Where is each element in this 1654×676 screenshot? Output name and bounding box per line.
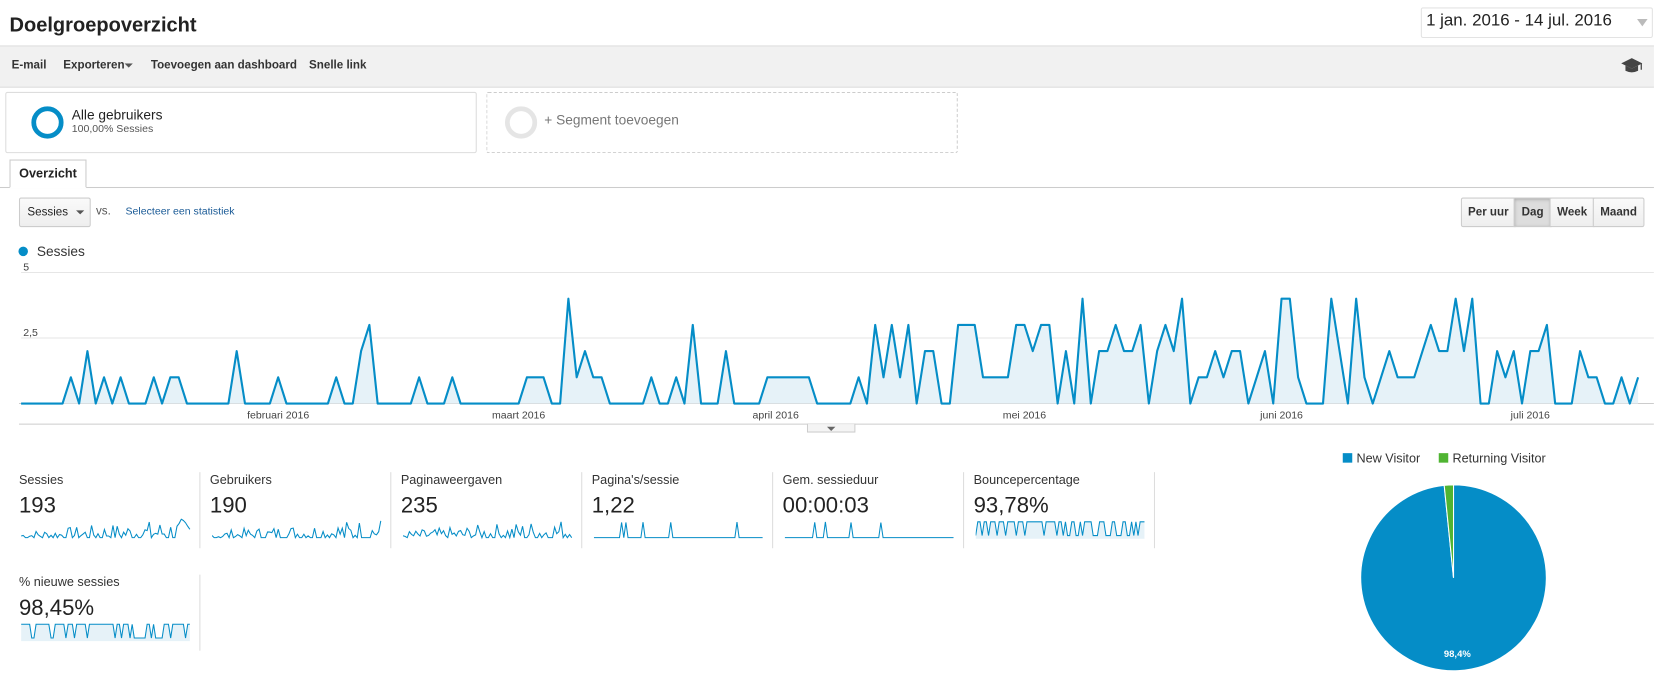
date-range: 1 jan. 2016 - 14 jul. 2016	[1426, 11, 1612, 30]
metric-separator	[581, 472, 583, 549]
sparkline-line	[402, 521, 573, 540]
sparkline	[402, 521, 573, 540]
sparkline-line	[975, 521, 1145, 537]
sparkline-line	[21, 518, 191, 540]
tab-border	[0, 186, 1654, 189]
segment-ring	[504, 106, 538, 139]
add-segment-card[interactable]: + Segment toevoegen	[486, 91, 958, 154]
add-segment: + Segment toevoegen	[544, 111, 679, 128]
sparkline-line	[593, 522, 763, 539]
metric-label: % nieuwe sessies	[18, 574, 120, 590]
legend-dot	[18, 246, 28, 257]
x-tick-label: juni 2016	[1259, 409, 1303, 421]
sparkline-line	[784, 521, 954, 539]
metric-separator	[1153, 472, 1156, 549]
visitor-pie: New Visitor Returning Visitor 98,4%	[1342, 452, 1547, 672]
metric-separator	[772, 472, 774, 549]
legend-label: New Visitor	[1356, 452, 1420, 466]
metric: Paginaweergaven 235	[400, 472, 583, 549]
interval-button[interactable]: Per uur	[1460, 197, 1516, 228]
area	[21, 298, 1639, 404]
page-title: Doelgroepoverzicht	[9, 14, 197, 37]
metric-separator	[963, 472, 965, 549]
interval-button[interactable]: Maand	[1592, 197, 1645, 228]
sparkline	[21, 623, 190, 642]
y-tick-label: 5	[23, 261, 29, 273]
x-tick-label: maart 2016	[492, 409, 545, 421]
sparkline-area	[975, 521, 1145, 539]
toolbar-button[interactable]: Toevoegen aan dashboard	[150, 59, 297, 72]
metric-value: 190	[209, 493, 247, 518]
metric: Gebruikers 190	[209, 472, 392, 549]
legend-swatch	[1342, 453, 1353, 463]
caret	[75, 210, 85, 215]
pie-label: 98,4%	[1444, 649, 1471, 660]
metric-value: 00:00:03	[782, 493, 869, 518]
metric: Pagina's/sessie 1,22	[591, 472, 774, 549]
toolbar: E-mail Exporteren Toevoegen aan dashboar…	[0, 45, 1654, 88]
sparkline-area	[21, 624, 190, 642]
segment-name: Alle gebruikers	[71, 106, 163, 123]
metric-label: Sessies	[18, 472, 64, 487]
sessions-chart: Sessies 2,5 5 februari 2016 maart 2016 april …	[18, 244, 1654, 425]
segment-card[interactable]: Alle gebruikers 100,00% Sessies	[5, 91, 477, 154]
segment-detail: 100,00% Sessies	[71, 123, 154, 136]
sparkline	[975, 521, 1145, 539]
toolbar-button[interactable]: E-mail	[11, 59, 47, 72]
metric-label: Bouncepercentage	[973, 472, 1080, 487]
metric-label: Gem. sessieduur	[782, 472, 879, 487]
metric-separator	[390, 472, 392, 549]
segment-ring	[31, 106, 64, 139]
metric-label: Pagina's/sessie	[591, 472, 680, 487]
sparkline	[21, 518, 191, 540]
metric-value: 235	[400, 493, 438, 518]
metric: Bouncepercentage 93,78%	[973, 472, 1156, 549]
sparkline-line	[212, 520, 382, 540]
metric-selected: Sessies	[27, 205, 69, 219]
metric-label: Paginaweergaven	[400, 472, 503, 487]
sparkline	[784, 521, 954, 539]
sparkline	[212, 520, 382, 540]
dropdown-caret	[1637, 19, 1648, 27]
date-range-picker[interactable]: 1 jan. 2016 - 14 jul. 2016	[1420, 7, 1653, 39]
metric-dropdown[interactable]: Sessies	[18, 197, 91, 228]
pie-slice	[1443, 484, 1455, 578]
metric-label: Gebruikers	[209, 472, 272, 487]
compare-link[interactable]: Selecteer een statistiek	[125, 205, 235, 218]
interval-button[interactable]: Week	[1549, 197, 1595, 228]
metric-separator	[199, 472, 201, 549]
interval-button[interactable]: Dag	[1513, 197, 1552, 228]
toolbar-button[interactable]: Snelle link	[309, 59, 367, 72]
line	[21, 297, 1640, 405]
metric-value: 193	[18, 493, 56, 518]
y-tick-label: 2,5	[23, 327, 38, 339]
x-tick-label: mei 2016	[1003, 409, 1046, 421]
chart-handle[interactable]	[806, 423, 856, 434]
legend-label: Returning Visitor	[1452, 452, 1545, 466]
metric: Gem. sessieduur 00:00:03	[782, 472, 965, 549]
toolbar-button[interactable]: Exporteren	[63, 59, 125, 72]
metric-value: 98,45%	[18, 595, 95, 621]
metric-separator	[199, 574, 201, 651]
caret	[124, 63, 133, 68]
metric: Sessies 193	[18, 472, 201, 549]
vs-label: vs.	[95, 204, 111, 218]
x-tick-label: juli 2016	[1510, 409, 1550, 421]
x-tick-label: februari 2016	[247, 409, 309, 421]
metric-value: 93,78%	[973, 493, 1049, 518]
tab[interactable]: Overzicht	[9, 159, 87, 189]
x-tick-label: april 2016	[753, 409, 799, 421]
sparkline	[593, 522, 763, 539]
metric: % nieuwe sessies 98,45%	[18, 574, 201, 651]
legend-swatch	[1438, 453, 1449, 463]
metric-value: 1,22	[591, 493, 635, 518]
legend-label: Sessies	[37, 244, 85, 259]
sparkline-line	[21, 623, 190, 639]
academy-icon[interactable]	[1620, 57, 1643, 74]
